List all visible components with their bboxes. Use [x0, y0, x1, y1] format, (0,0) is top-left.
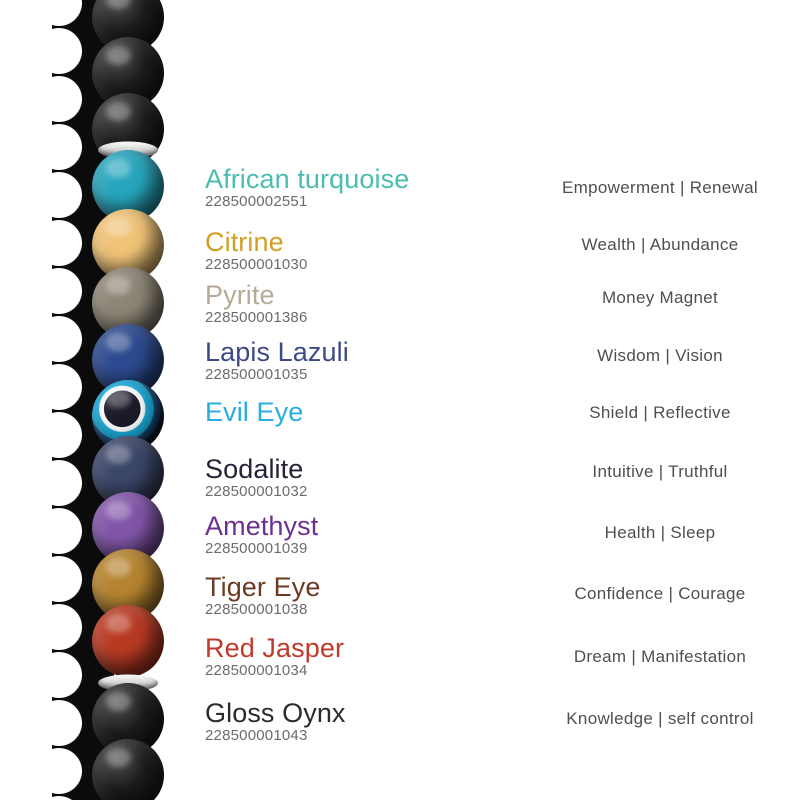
stone-name: Red Jasper: [205, 633, 345, 663]
stone-label-column: African turquoise 228500002551 Citrine 2285…: [205, 0, 505, 800]
stone-meaning: Wealth | Abundance: [581, 235, 739, 254]
stone-meaning: Money Magnet: [601, 288, 719, 307]
stone-name: Sodalite: [205, 454, 304, 484]
stone-label: Citrine 228500001030: [205, 228, 308, 274]
stone-meaning: Dream | Manifestation: [573, 647, 747, 666]
stone-name: Evil Eye: [205, 397, 304, 427]
scallop-notch: [36, 172, 82, 218]
gemstone-bead-sodalite: [92, 436, 164, 508]
stone-meaning: Knowledge | self control: [566, 709, 754, 728]
stone-label: African turquoise 228500002551: [205, 165, 409, 211]
stone-name: Amethyst: [205, 511, 319, 541]
scallop-notch: [36, 796, 82, 800]
stone-sku: 228500001032: [205, 483, 308, 501]
scallop-notch: [36, 556, 82, 602]
gemstone-bead-red-jasper: [92, 605, 164, 677]
stone-name: Citrine: [205, 227, 284, 257]
scallop-notch: [36, 364, 82, 410]
stone-sku: 228500001043: [205, 727, 308, 745]
scallop-notch: [36, 508, 82, 554]
scallop-notch: [36, 124, 82, 170]
stone-label: Evil Eye: [205, 397, 304, 427]
stone-name: African turquoise: [205, 164, 410, 194]
stone-meaning: Wisdom | Vision: [597, 346, 723, 365]
scallop-notch: [36, 460, 82, 506]
scallop-notch: [36, 220, 82, 266]
stone-label: Pyrite 228500001386: [205, 281, 308, 327]
stone-sku: 228500001039: [205, 540, 308, 558]
scallop-notch: [36, 316, 82, 362]
stone-label: Amethyst 228500001039: [205, 512, 318, 558]
stone-sku: 228500001386: [205, 309, 308, 327]
stone-name: Tiger Eye: [205, 572, 321, 602]
stone-sku: 228500001030: [205, 256, 308, 274]
stone-sku: 228500001038: [205, 601, 308, 619]
stone-sku: 228500001035: [205, 366, 308, 384]
scallop-notch: [36, 268, 82, 314]
gemstone-bead-citrine: [92, 209, 164, 281]
onyx-bead: [92, 739, 164, 800]
stone-meaning: Confidence | Courage: [574, 584, 746, 603]
scallop-notch: [36, 700, 82, 746]
stone-sku: 228500002551: [205, 193, 308, 211]
gemstone-bead-lapis-lazuli: [92, 324, 164, 396]
stone-sku: 228500001034: [205, 662, 308, 680]
scallop-notch: [36, 28, 82, 74]
stone-meaning: Empowerment | Renewal: [562, 178, 758, 197]
stone-label: Sodalite 228500001032: [205, 455, 308, 501]
scallop-notch: [36, 652, 82, 698]
stone-label: Red Jasper 228500001034: [205, 634, 344, 680]
stone-label: Lapis Lazuli 228500001035: [205, 338, 349, 384]
bead-strand: [0, 0, 200, 800]
stone-name: Pyrite: [205, 280, 275, 310]
stone-name: Lapis Lazuli: [205, 337, 349, 367]
stone-name: Gloss Oynx: [205, 698, 346, 728]
stone-meaning-column: Empowerment | Renewal Wealth | Abundance M…: [520, 0, 800, 800]
scallop-notch: [36, 412, 82, 458]
stone-meaning: Health | Sleep: [604, 523, 716, 542]
stone-label: Gloss Oynx 228500001043: [205, 699, 346, 745]
scallop-notch: [36, 76, 82, 122]
stone-label: Tiger Eye 228500001038: [205, 573, 320, 619]
stone-meaning: Intuitive | Truthful: [592, 462, 728, 481]
stone-meaning: Shield | Reflective: [589, 403, 731, 422]
scallop-notch: [36, 748, 82, 794]
scallop-notch: [36, 604, 82, 650]
